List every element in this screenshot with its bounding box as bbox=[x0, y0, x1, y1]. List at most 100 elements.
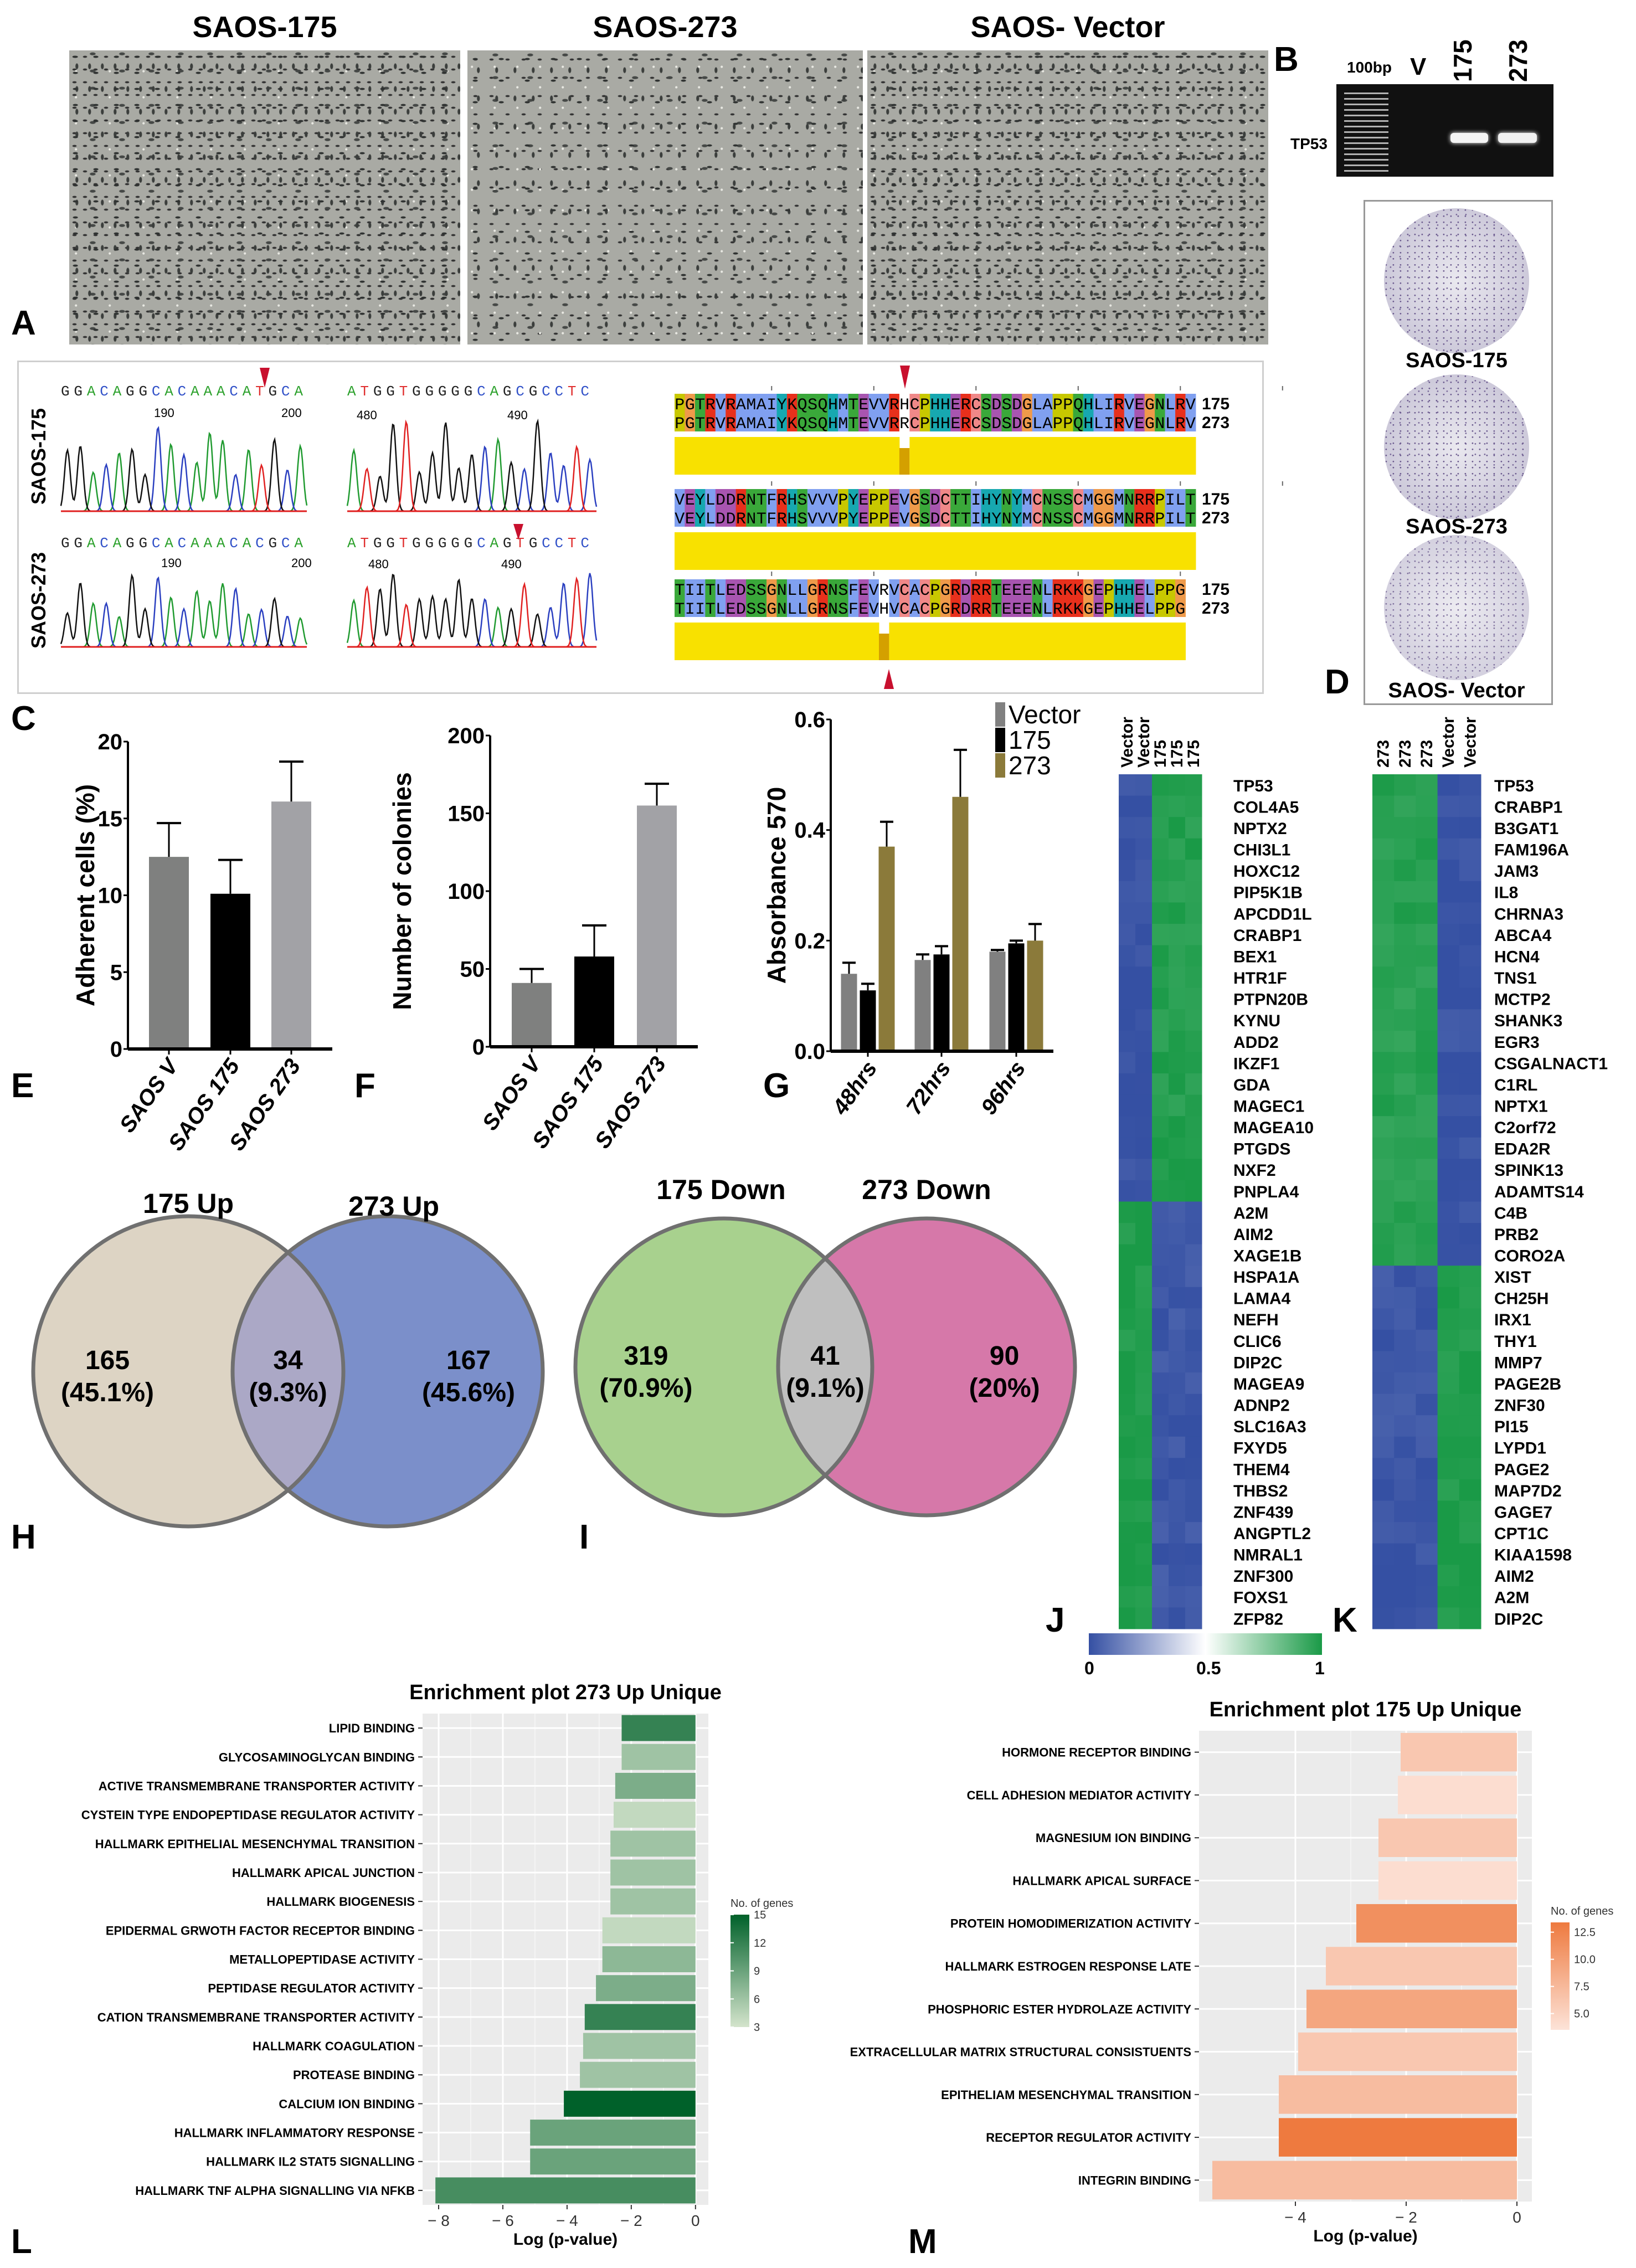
residue-cell bbox=[1073, 508, 1084, 527]
conservation-bar bbox=[1073, 437, 1084, 475]
heatmap-cell bbox=[1416, 1244, 1438, 1266]
heatmap-cell bbox=[1185, 1180, 1202, 1202]
gene-label: B3GAT1 bbox=[1494, 820, 1558, 838]
conservation-bar bbox=[1144, 623, 1155, 660]
residue-cell bbox=[675, 579, 685, 598]
residue-cell bbox=[838, 394, 849, 413]
residue-cell bbox=[726, 394, 737, 413]
alignment-sequence-273: VEYLDDRNTFRHSVVVPYEPPEVGSDCTTIHYNYMCNSSC… bbox=[675, 510, 1196, 529]
conservation-bar bbox=[858, 623, 870, 660]
residue-cell bbox=[1093, 394, 1104, 413]
heatmap-cell bbox=[1135, 1137, 1153, 1159]
heatmap-cell bbox=[1185, 1500, 1202, 1523]
heatmap-cell bbox=[1437, 1180, 1460, 1202]
venn-set-title: 273 Down bbox=[862, 1174, 991, 1205]
residue-cell bbox=[971, 598, 981, 617]
conservation-bar bbox=[1073, 532, 1084, 570]
heatmap-cell bbox=[1416, 924, 1438, 946]
heatmap-cell bbox=[1119, 1607, 1136, 1629]
heatmap-cell bbox=[1185, 1009, 1202, 1031]
residue-cell bbox=[991, 413, 1002, 431]
heatmap-cell bbox=[1437, 838, 1460, 860]
heatmap-cell bbox=[1152, 1479, 1169, 1501]
x-tick-label: − 8 bbox=[428, 2212, 450, 2229]
heatmap-cell bbox=[1394, 1436, 1416, 1458]
conservation-bar bbox=[1063, 623, 1074, 660]
heatmap-cell bbox=[1416, 1586, 1438, 1608]
heatmap-colorbar bbox=[1089, 1633, 1322, 1655]
heatmap-cell bbox=[1372, 1094, 1395, 1117]
heatmap-cell bbox=[1135, 988, 1153, 1010]
heatmap-cell bbox=[1185, 881, 1202, 903]
residue-cell bbox=[1144, 598, 1155, 617]
heatmap-cell bbox=[1185, 795, 1202, 817]
heatmap-cell bbox=[1152, 1266, 1169, 1288]
residue-cell bbox=[940, 508, 951, 527]
residue-cell bbox=[1124, 579, 1135, 598]
enrichment-bar bbox=[1326, 1947, 1517, 1986]
conservation-bar bbox=[919, 532, 930, 570]
chromatogram-trace-c bbox=[347, 445, 598, 512]
heatmap-cell bbox=[1372, 1393, 1395, 1416]
heatmap-cell bbox=[1169, 1116, 1186, 1138]
gene-label: IL8 bbox=[1494, 884, 1518, 902]
heatmap-cell bbox=[1394, 774, 1416, 796]
heatmap-cell bbox=[1437, 1372, 1460, 1395]
conservation-bar bbox=[960, 532, 971, 570]
residue-cell bbox=[827, 579, 838, 598]
conservation-bar bbox=[909, 532, 920, 570]
heatmap-cell bbox=[1437, 860, 1460, 882]
alignment-row-label: 273 bbox=[1202, 599, 1229, 618]
residue-cell bbox=[685, 598, 696, 617]
residue-cell bbox=[827, 413, 838, 431]
conservation-bar-mismatch bbox=[899, 448, 910, 475]
residue-cell bbox=[950, 508, 961, 527]
residue-cell bbox=[1155, 598, 1166, 617]
term-label: HALLMARK IL2 STAT5 SIGNALLING bbox=[206, 2155, 415, 2169]
heatmap-cell bbox=[1135, 881, 1153, 903]
heatmap-cell bbox=[1169, 1565, 1186, 1587]
chromatogram-seq-175-left: GGACAGGCACAAACATGCA bbox=[61, 383, 307, 400]
residue-cell bbox=[766, 508, 777, 527]
conservation-bar bbox=[1175, 532, 1186, 570]
gel-lane-v: V bbox=[1410, 53, 1427, 80]
heatmap-cell bbox=[1135, 795, 1153, 817]
heatmap-cell bbox=[1372, 817, 1395, 839]
residue-cell bbox=[766, 489, 777, 508]
heatmap-cell bbox=[1437, 1287, 1460, 1309]
gene-label: PI15 bbox=[1494, 1418, 1529, 1436]
residue-cell bbox=[960, 579, 971, 598]
heatmap-cell bbox=[1119, 1436, 1136, 1458]
residue-cell bbox=[981, 508, 992, 527]
heatmap-cell bbox=[1416, 1009, 1438, 1031]
legend-title: No. of genes bbox=[1551, 1905, 1613, 1917]
conservation-bar bbox=[735, 623, 747, 660]
heatmap-cell bbox=[1459, 1500, 1481, 1523]
gene-label: FOXS1 bbox=[1233, 1589, 1288, 1607]
alignment-block: TIITLEDSSGNLLGRNSFEVRVCACPGRDRRTEEENLRKK… bbox=[675, 572, 1229, 660]
heatmap-cell bbox=[1119, 945, 1136, 967]
x-tick-label: 96hrs bbox=[976, 1057, 1030, 1119]
heatmap-cell bbox=[1135, 1329, 1153, 1352]
heatmap-cell bbox=[1135, 1372, 1153, 1395]
y-tick-label: 5 bbox=[110, 960, 122, 985]
heatmap-cell bbox=[1459, 1586, 1481, 1608]
bar bbox=[914, 960, 931, 1051]
heatmap-cell bbox=[1169, 1223, 1186, 1245]
residue-cell bbox=[919, 508, 930, 527]
residue-cell bbox=[786, 508, 798, 527]
term-label: HALLMARK APICAL JUNCTION bbox=[232, 1866, 415, 1880]
residue-cell bbox=[971, 579, 981, 598]
legend-tick-label: 6 bbox=[754, 1993, 760, 2005]
residue-cell bbox=[675, 508, 685, 527]
conservation-bar bbox=[694, 437, 706, 475]
conservation-bar bbox=[797, 623, 808, 660]
chromatogram bbox=[60, 573, 308, 648]
heatmap-cell bbox=[1169, 1522, 1186, 1544]
heatmap-cell bbox=[1394, 1266, 1416, 1288]
position-tick: 480 bbox=[368, 557, 389, 571]
heatmap-cell bbox=[1152, 1094, 1169, 1117]
bar bbox=[574, 956, 614, 1047]
alignment-sequence-273: PGTRVRAMAIYKQSQHMTEVVRRCPHHERCSDSDGLAPPQ… bbox=[675, 415, 1196, 434]
